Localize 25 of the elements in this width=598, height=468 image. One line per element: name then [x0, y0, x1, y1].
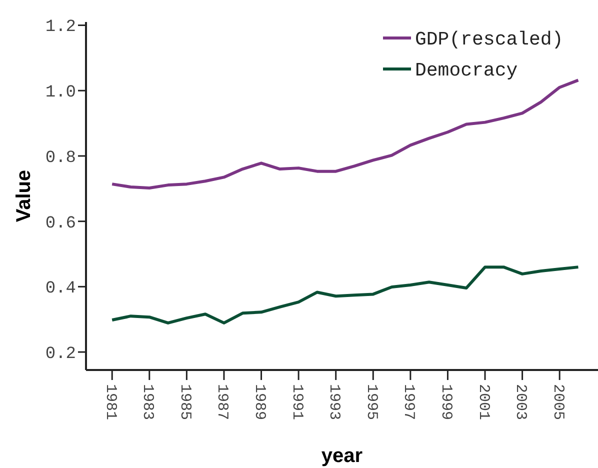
x-tick-label: 1985: [176, 384, 194, 420]
line-series: [110, 266, 580, 324]
y-tick-label: 0.8: [45, 148, 76, 168]
y-tick-label: 0.4: [45, 280, 76, 299]
y-axis-title: Value: [13, 170, 35, 222]
x-axis-title: year: [321, 445, 363, 467]
x-tick-label: 2001: [474, 384, 492, 420]
legend-label: Democracy: [415, 60, 518, 82]
x-tick-label: 1997: [400, 384, 418, 420]
y-tick-label: 0.6: [45, 214, 76, 234]
x-tick-label: 1993: [326, 384, 343, 420]
y-tick-label: 0.2: [45, 344, 76, 364]
line-series: [110, 78, 580, 190]
x-tick-label: 1983: [139, 384, 156, 420]
x-tick-label: 2005: [549, 384, 566, 420]
x-tick-label: 1989: [251, 384, 268, 420]
x-tick-label: 1991: [288, 384, 306, 420]
x-tick-label: 1987: [214, 384, 231, 420]
y-tick-label: 1.2: [45, 18, 76, 38]
legend-label: GDP(rescaled): [415, 28, 564, 51]
x-tick-label: 2003: [512, 384, 530, 420]
x-tick-label: 1995: [362, 384, 380, 420]
x-tick-label: 1999: [437, 384, 454, 420]
x-tick-label: 1981: [102, 384, 119, 420]
y-tick-label: 1.0: [45, 84, 76, 103]
